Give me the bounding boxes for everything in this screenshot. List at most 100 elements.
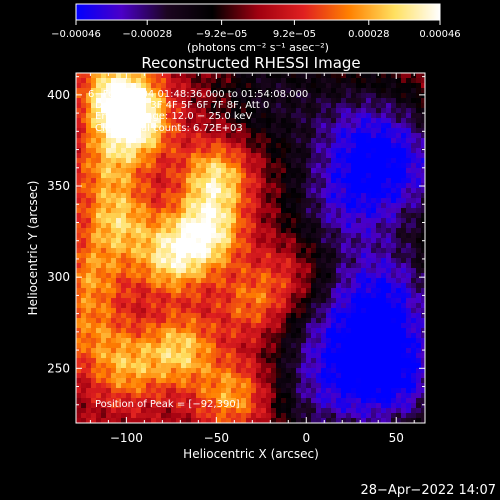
heatmap-cell <box>321 398 327 404</box>
heatmap-cell <box>341 243 347 249</box>
heatmap-cell <box>406 203 412 209</box>
heatmap-cell <box>206 143 212 149</box>
heatmap-cell <box>371 193 377 199</box>
heatmap-cell <box>131 88 137 94</box>
heatmap-cell <box>226 378 232 384</box>
heatmap-cell <box>376 333 382 339</box>
heatmap-cell <box>416 73 422 79</box>
heatmap-cell <box>86 233 92 239</box>
heatmap-cell <box>336 318 342 324</box>
heatmap-cell <box>241 168 247 174</box>
heatmap-cell <box>351 98 357 104</box>
heatmap-cell <box>136 358 142 364</box>
heatmap-cell <box>116 358 122 364</box>
heatmap-cell <box>236 163 242 169</box>
heatmap-cell <box>146 238 152 244</box>
heatmap-cell <box>396 378 402 384</box>
heatmap-cell <box>241 238 247 244</box>
heatmap-cell <box>226 418 232 423</box>
heatmap-cell <box>121 108 127 114</box>
heatmap-cell <box>176 313 182 319</box>
heatmap-cell <box>371 358 377 364</box>
heatmap-image <box>76 73 425 423</box>
heatmap-cell <box>256 273 262 279</box>
heatmap-cell <box>396 158 402 164</box>
heatmap-cell <box>321 248 327 254</box>
heatmap-cell <box>286 203 292 209</box>
heatmap-cell <box>141 83 147 89</box>
heatmap-cell <box>306 348 312 354</box>
heatmap-cell <box>96 398 102 404</box>
heatmap-cell <box>91 168 97 174</box>
heatmap-cell <box>146 188 152 194</box>
heatmap-cell <box>181 108 187 114</box>
heatmap-cell <box>156 378 162 384</box>
heatmap-cell <box>286 313 292 319</box>
heatmap-cell <box>331 158 337 164</box>
heatmap-cell <box>396 308 402 314</box>
heatmap-cell <box>396 343 402 349</box>
heatmap-cell <box>271 138 277 144</box>
heatmap-cell <box>291 213 297 219</box>
heatmap-cell <box>346 378 352 384</box>
heatmap-cell <box>366 88 372 94</box>
heatmap-cell <box>231 88 237 94</box>
heatmap-cell <box>271 178 277 184</box>
heatmap-cell <box>231 223 237 229</box>
heatmap-cell <box>411 213 417 219</box>
heatmap-cell <box>346 168 352 174</box>
heatmap-cell <box>216 88 222 94</box>
heatmap-cell <box>381 78 387 84</box>
heatmap-cell <box>151 188 157 194</box>
heatmap-cell <box>411 283 417 289</box>
heatmap-cell <box>231 188 237 194</box>
heatmap-cell <box>266 218 272 224</box>
heatmap-cell <box>166 278 172 284</box>
heatmap-cell <box>331 333 337 339</box>
heatmap-cell <box>161 198 167 204</box>
heatmap-cell <box>236 363 242 369</box>
heatmap-cell <box>281 228 287 234</box>
heatmap-cell <box>311 398 317 404</box>
heatmap-cell <box>136 118 142 124</box>
heatmap-cell <box>331 408 337 414</box>
heatmap-cell <box>371 228 377 234</box>
heatmap-cell <box>326 153 332 159</box>
heatmap-cell <box>401 128 407 134</box>
heatmap-cell <box>241 358 247 364</box>
heatmap-cell <box>166 93 172 99</box>
heatmap-cell <box>156 218 162 224</box>
heatmap-cell <box>246 208 252 214</box>
heatmap-cell <box>121 113 127 119</box>
heatmap-cell <box>196 143 202 149</box>
heatmap-cell <box>371 408 377 414</box>
heatmap-cell <box>221 348 227 354</box>
heatmap-cell <box>261 378 267 384</box>
heatmap-cell <box>391 413 397 419</box>
heatmap-cell <box>176 233 182 239</box>
heatmap-cell <box>371 143 377 149</box>
heatmap-cell <box>386 283 392 289</box>
heatmap-cell <box>76 178 82 184</box>
heatmap-cell <box>106 368 112 374</box>
heatmap-cell <box>246 233 252 239</box>
heatmap-cell <box>126 358 132 364</box>
heatmap-cell <box>86 343 92 349</box>
heatmap-cell <box>386 383 392 389</box>
heatmap-cell <box>376 343 382 349</box>
heatmap-cell <box>411 373 417 379</box>
heatmap-cell <box>236 283 242 289</box>
heatmap-cell <box>216 103 222 109</box>
heatmap-cell <box>316 228 322 234</box>
heatmap-cell <box>351 388 357 394</box>
heatmap-cell <box>206 273 212 279</box>
heatmap-cell <box>346 358 352 364</box>
heatmap-cell <box>206 193 212 199</box>
heatmap-cell <box>96 138 102 144</box>
heatmap-cell <box>241 333 247 339</box>
heatmap-cell <box>326 88 332 94</box>
heatmap-cell <box>91 313 97 319</box>
heatmap-cell <box>96 268 102 274</box>
heatmap-cell <box>131 383 137 389</box>
heatmap-cell <box>316 93 322 99</box>
